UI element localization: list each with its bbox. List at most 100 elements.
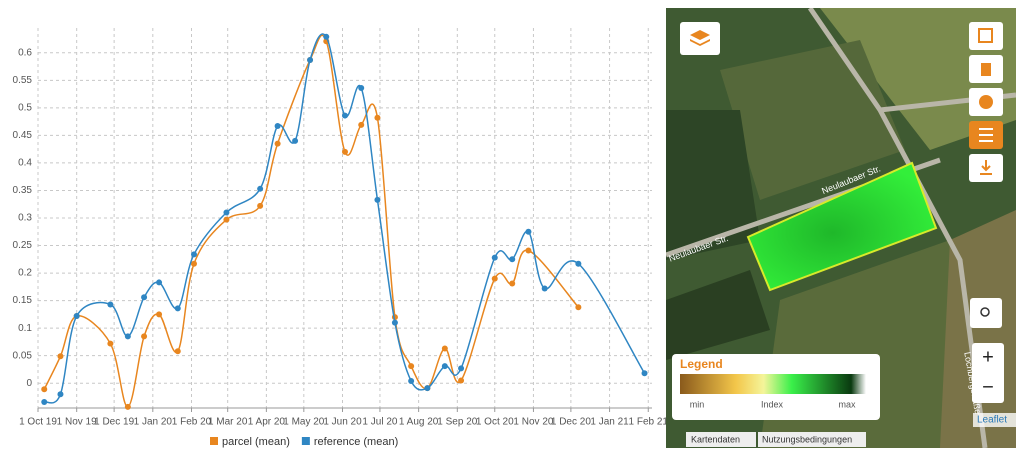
data-point [641,370,648,377]
data-point [323,33,330,40]
layers-button[interactable] [680,22,720,55]
icon [978,28,993,43]
tab-label[interactable]: Kartendaten [691,434,740,444]
legend-label: max [838,399,856,409]
data-point [41,386,48,393]
x-tick-label: 1 Apr 20 [248,417,286,428]
data-point [141,294,148,301]
tab-label[interactable]: Nutzungsbedingungen [762,434,852,444]
x-tick-label: 1 Jul 20 [362,417,397,428]
color-ramp [680,374,866,394]
data-point [391,319,398,326]
forest [666,270,770,360]
data-point [41,398,48,405]
data-point [441,363,448,370]
tab[interactable] [686,432,756,447]
x-tick-label: 1 May 20 [283,417,325,428]
legend-label: Index [761,399,784,409]
data-point [190,251,197,258]
x-tick-label: 1 Oct 19 [19,417,57,428]
zoom-out[interactable]: − [982,376,994,398]
data-point [274,123,281,130]
x-tick-label: 1 Nov 19 [57,417,97,428]
legend-swatch [301,437,310,445]
x-tick-label: 1 Jan 20 [134,417,173,428]
map: Neulaubaer Str. Neulaubaer Str. Lochberg… [666,8,1016,448]
data-point [575,304,582,311]
data-point [424,385,431,392]
data-point [107,301,114,308]
icon [980,160,992,175]
y-tick-label: 0.5 [18,102,32,113]
legend-title: Legend [680,357,723,371]
data-point [223,209,230,216]
tab[interactable] [758,432,866,447]
data-point [525,247,532,254]
map-legend: Legend min Index max [672,354,880,420]
x-tick-label: 1 Nov 20 [513,417,553,428]
data-point [458,365,465,372]
legend-label: reference (mean) [314,436,398,448]
data-point [156,279,163,286]
x-tick-label: 1 Mar 20 [208,417,248,428]
edit-button[interactable] [969,22,1003,50]
data-point [441,345,448,352]
legend-swatch [210,437,218,445]
zoom-control [972,343,1004,403]
data-point [174,305,181,312]
data-point [174,348,181,355]
data-point [223,216,230,223]
data-point [374,196,381,203]
data-point [274,140,281,147]
y-tick-label: 0.15 [13,295,33,306]
y-tick-label: 0 [26,378,32,389]
chart: 0 0.05 0.1 0.15 0.2 0.25 0.3 0.35 0.4 0.45 0.5 0.55… [13,28,669,448]
data-point [124,403,131,410]
x-tick-label: 1 Jan 21 [590,417,629,428]
icon [981,63,991,76]
parcel-polygon [746,161,938,292]
y-tick-label: 0.25 [13,240,33,251]
series-line [43,34,579,408]
data-point [57,391,64,398]
x-tick-label: 1 Sep 20 [437,417,477,428]
y-tick-label: 0.55 [13,75,33,86]
icon [979,128,993,142]
data-point [292,137,299,144]
toolbar: + − [969,22,1004,403]
data-point [575,260,582,267]
legend-label: parcel (mean) [222,436,290,448]
data-point [342,148,348,155]
data-point [509,256,516,263]
data-point [57,353,64,360]
data-point [458,377,465,384]
data-point [107,340,114,347]
search-button[interactable] [970,298,1002,328]
icon [979,95,993,109]
x-tick-label: 1 Feb 20 [172,417,212,428]
x-tick-label: 1 Jun 20 [323,417,362,428]
x-tick-label: 1 Oct 20 [476,417,514,428]
forest [666,110,760,260]
x-tick-label: 1 Dec 20 [551,417,591,428]
data-point [141,333,148,340]
y-tick-label: 0.45 [13,130,33,141]
data-point [342,112,348,119]
y-tick-label: 0.05 [13,350,33,361]
x-tick-label: 1 Feb 21 [629,417,669,428]
data-point [525,228,532,235]
icon [980,307,990,317]
y-tick-label: 0.1 [18,323,32,334]
x-tick-label: 1 Dec 19 [94,417,134,428]
data-point [358,85,365,92]
data-point [491,275,498,282]
y-tick-label: 0.6 [18,47,32,58]
y-tick-label: 0.3 [18,213,32,224]
data-point [509,280,516,287]
attribution[interactable]: Leaflet [977,415,1007,426]
data-point [124,333,131,340]
data-point [541,285,548,292]
zoom-in[interactable]: + [982,346,994,368]
data-point [156,311,163,318]
